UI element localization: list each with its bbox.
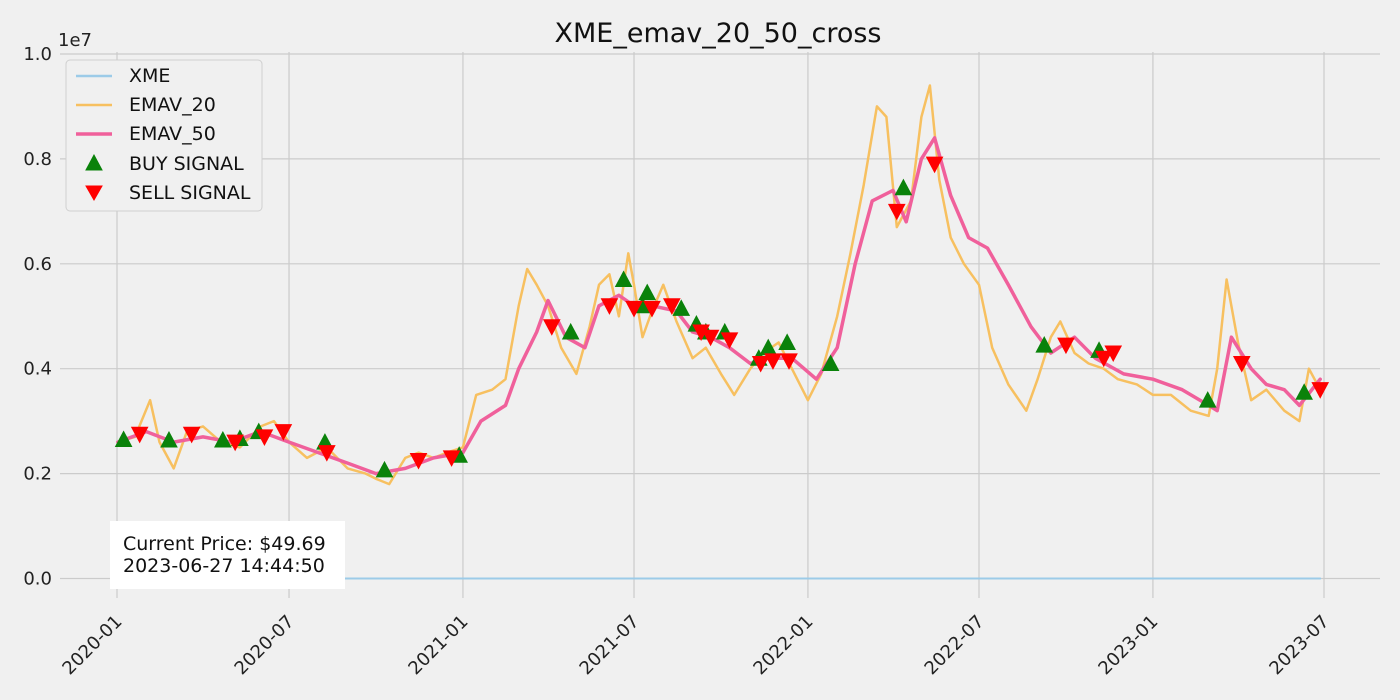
sell-signal-marker [1057,337,1075,355]
sell-signal-marker [1094,350,1113,368]
legend-label-buy: BUY SIGNAL [129,153,244,175]
legend-label-sell: SELL SIGNAL [129,182,251,204]
legend-label-emav50: EMAV_50 [129,123,216,145]
sell-signal-marker [764,353,782,370]
legend-marker-sell [85,185,103,202]
sell-signal-marker [780,353,798,370]
buy-signal-marker [1035,336,1054,353]
sell-signal-marker [887,203,906,221]
price-annotation-box [110,521,345,589]
buy-signal-marker [894,178,913,196]
sell-signal-marker [274,424,293,441]
markers-layer [114,156,1330,478]
y-tick-label-1: 0.2 [23,464,52,485]
price-annotation: Current Price: $49.69 2023-06-27 14:44:5… [110,521,345,589]
legend-label-xme: XME [129,65,170,87]
sell-signal-marker [409,452,428,470]
chart-title: XME_emav_20_50_cross [554,18,881,49]
buy-signal-marker [778,333,796,350]
sell-signal-marker [226,434,244,452]
buy-signal-marker [561,322,580,340]
buy-signal-marker [1295,383,1313,400]
buy-signal-marker [821,354,840,371]
sell-signal-marker [1104,345,1123,363]
sell-signal-marker [317,445,336,462]
sell-signal-marker [442,450,461,467]
sell-signal-marker [625,300,643,318]
sell-signal-marker [1232,355,1251,373]
buy-signal-marker [614,270,633,288]
buy-signal-marker [114,430,133,448]
buy-signal-marker [375,460,394,478]
timestamp-text: 2023-06-27 14:44:50 [123,555,325,577]
buy-signal-marker [160,430,178,448]
legend-box [65,59,263,212]
sell-signal-marker [751,355,770,373]
buy-signal-marker [672,299,691,316]
buy-signal-marker [1198,391,1217,408]
sell-signal-marker [662,298,681,315]
legend-label-emav20: EMAV_20 [129,94,216,116]
y-tick-label-3: 0.6 [23,254,52,275]
y-tick-label-5: 1.0 [23,44,52,65]
sell-signal-marker [643,300,661,318]
sell-signal-marker [255,429,274,446]
sell-signal-marker [542,319,561,336]
sell-signal-marker [925,156,944,174]
y-tick-label-0: 0.0 [23,569,52,590]
y-tick-label-2: 0.4 [23,359,52,380]
y-tick-label-4: 0.8 [23,149,52,170]
sell-signal-marker [130,426,149,444]
sell-signal-marker [600,298,619,315]
y-scale-label: 1e7 [58,30,92,51]
current-price-text: Current Price: $49.69 [123,533,326,555]
sell-signal-marker [182,426,201,444]
legend-marker-buy [85,153,103,171]
sell-signal-marker [701,329,720,347]
sell-signal-marker [720,332,739,349]
buy-signal-marker [214,430,232,448]
y-tick-labels: 0.0 0.2 0.4 0.6 0.8 1.0 [23,44,52,590]
buy-signal-marker [638,283,657,301]
sell-signal-marker [1311,382,1330,399]
legend: XME EMAV_20 EMAV_50 BUY SIGNAL SELL SIGN… [65,59,263,212]
series-line-emav-20 [116,84,1322,486]
